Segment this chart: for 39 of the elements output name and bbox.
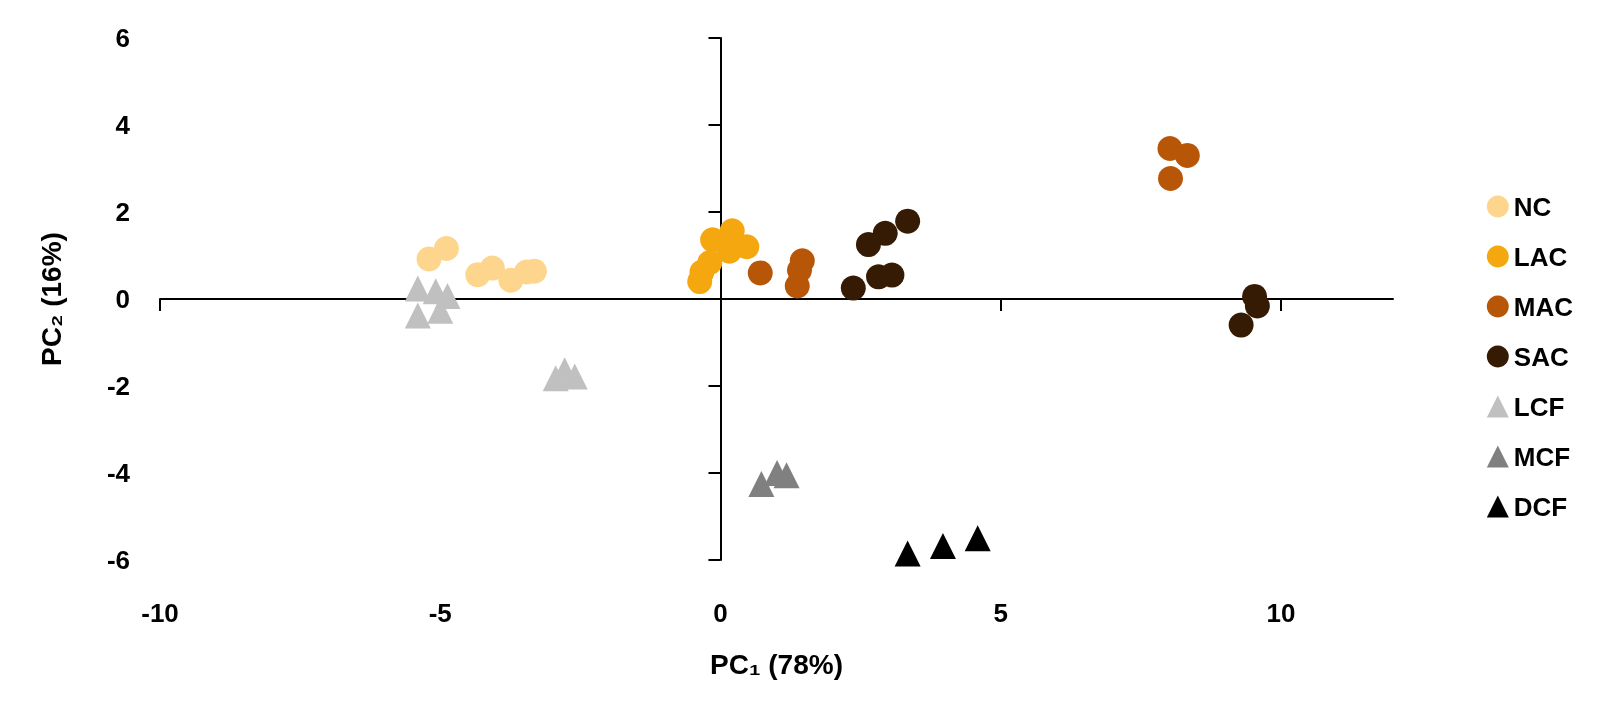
y-tick-label: -2 <box>106 371 130 401</box>
y-tick-label: 0 <box>115 284 130 314</box>
y-tick-label: -6 <box>106 545 130 575</box>
legend-label: SAC <box>1513 341 1569 372</box>
point <box>895 208 921 234</box>
legend-label: MAC <box>1513 291 1574 322</box>
point <box>855 232 881 258</box>
legend-label: MCF <box>1513 441 1571 472</box>
y-tick-label: 2 <box>115 197 130 227</box>
y-tick-label: 6 <box>115 23 130 53</box>
point <box>929 533 956 560</box>
x-axis-title: PC₁ (78%) <box>710 648 843 680</box>
y-tick-label: 4 <box>115 110 131 140</box>
legend-label: DCF <box>1513 491 1568 522</box>
legend-label: LCF <box>1513 391 1565 422</box>
point <box>1228 312 1254 338</box>
x-tick-label: -5 <box>428 598 452 628</box>
y-tick-label: -4 <box>106 458 131 488</box>
point <box>872 220 898 246</box>
point <box>404 302 431 329</box>
point <box>1158 166 1183 191</box>
point <box>964 525 991 552</box>
point <box>894 540 921 567</box>
x-tick-label: 10 <box>1266 598 1296 628</box>
legend-label: NC <box>1513 191 1552 222</box>
point <box>840 275 866 301</box>
x-tick-label: -10 <box>141 598 179 628</box>
point <box>433 236 459 262</box>
y-axis-title: PC₂ (16%) <box>35 232 67 366</box>
point <box>748 470 775 497</box>
point <box>697 249 723 275</box>
x-tick-label: 5 <box>993 598 1008 628</box>
point <box>784 273 810 299</box>
legend-label: LAC <box>1513 241 1568 272</box>
point <box>773 462 800 489</box>
point <box>1174 142 1200 168</box>
x-tick-label: 0 <box>713 598 728 628</box>
point <box>479 255 505 281</box>
point <box>747 260 773 286</box>
